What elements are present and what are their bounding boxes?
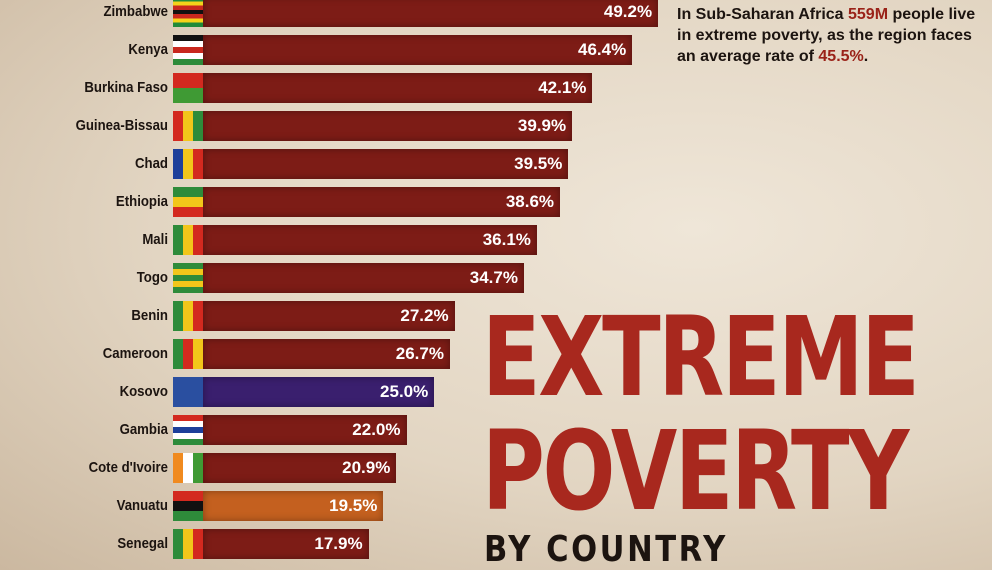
category-label: Burkina Faso — [84, 79, 168, 96]
bar: 17.9% — [203, 529, 369, 559]
data-label: 38.6% — [505, 192, 555, 211]
annotation-note: In Sub-Saharan Africa 559M people live i… — [677, 6, 976, 65]
data-label: 49.2% — [603, 2, 653, 21]
data-label: 27.2% — [400, 306, 449, 325]
bar: 46.4% — [203, 35, 633, 65]
data-label: 17.9% — [314, 534, 363, 553]
flag-icon — [173, 339, 203, 369]
data-label: 26.7% — [395, 344, 444, 363]
category-label: Cameroon — [102, 345, 168, 362]
category-label: Vanuatu — [116, 497, 168, 514]
flag-icon — [173, 0, 203, 27]
bar: 36.1% — [203, 225, 537, 255]
flag-icon — [173, 187, 203, 217]
bar: 19.5% — [203, 491, 384, 521]
data-label: 19.5% — [329, 496, 378, 515]
flag-icon — [173, 529, 203, 559]
category-label: Zimbabwe — [103, 3, 168, 20]
bar: 49.2% — [203, 0, 659, 27]
flag-icon — [173, 491, 203, 521]
flag-icon — [173, 149, 203, 179]
data-label: 42.1% — [538, 78, 587, 97]
bar: 38.6% — [203, 187, 561, 217]
data-label: 20.9% — [342, 458, 391, 477]
bar: 39.9% — [203, 111, 573, 141]
bar: 26.7% — [203, 339, 450, 369]
title-line-2: POVERTY — [482, 407, 909, 535]
data-label: 39.9% — [517, 116, 567, 135]
category-label: Cote d'Ivoire — [88, 459, 168, 476]
flag-icon — [173, 35, 203, 65]
bar: 22.0% — [203, 415, 407, 445]
data-label: 25.0% — [380, 382, 429, 401]
data-label: 34.7% — [469, 268, 518, 287]
category-label: Senegal — [117, 535, 168, 552]
flag-icon — [173, 263, 203, 293]
bar: 34.7% — [203, 263, 524, 293]
flag-icon — [173, 301, 203, 331]
flag-icon — [173, 377, 203, 407]
category-label: Togo — [136, 269, 168, 286]
category-label: Mali — [142, 231, 168, 248]
subtitle: BY COUNTRY — [484, 529, 728, 570]
data-label: 36.1% — [482, 230, 531, 249]
flag-icon — [173, 225, 203, 255]
category-label: Ethiopia — [115, 193, 168, 210]
title-line-1: EXTREME — [482, 293, 920, 421]
data-label: 46.4% — [577, 40, 627, 59]
category-label: Kenya — [128, 41, 168, 58]
category-label: Benin — [131, 307, 168, 324]
flag-icon — [173, 453, 203, 483]
flag-icon — [173, 415, 203, 445]
bar: 20.9% — [203, 453, 397, 483]
category-label: Chad — [135, 155, 168, 172]
bar: 27.2% — [203, 301, 455, 331]
flag-icon — [173, 111, 203, 141]
bar: 39.5% — [203, 149, 569, 179]
data-label: 39.5% — [514, 154, 563, 173]
data-label: 22.0% — [352, 420, 401, 439]
bar: 42.1% — [203, 73, 593, 103]
bar: 25.0% — [203, 377, 435, 407]
flag-icon — [173, 73, 203, 103]
category-label: Kosovo — [119, 383, 168, 400]
category-label: Gambia — [119, 421, 168, 438]
category-label: Guinea-Bissau — [75, 117, 168, 134]
